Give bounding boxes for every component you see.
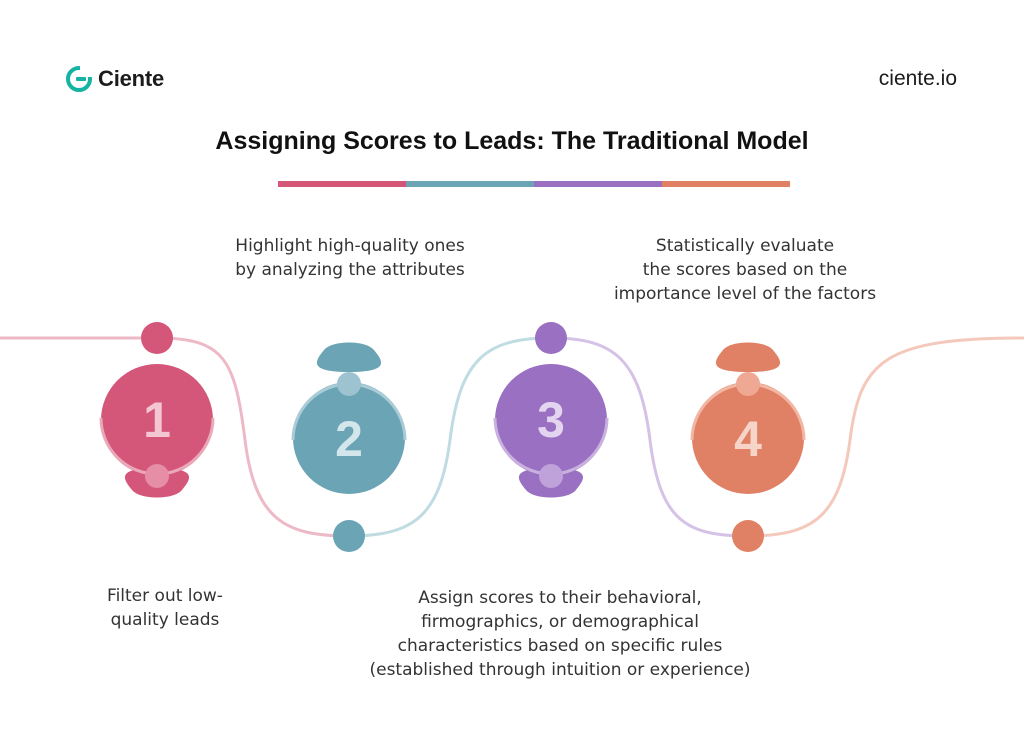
- step-3-badge: [493, 322, 609, 498]
- underline-segment-pink: [278, 181, 406, 187]
- logo-text: Ciente: [98, 66, 165, 91]
- step-2-number: 2: [335, 411, 363, 467]
- page-title: Assigning Scores to Leads: The Tradition…: [215, 127, 809, 155]
- ciente-logo-icon: [66, 66, 92, 92]
- step-3-number: 3: [537, 392, 565, 448]
- logo: Ciente: [66, 66, 164, 92]
- underline-segment-teal: [406, 181, 534, 187]
- step-4-caption: Statistically evaluate the scores based …: [613, 236, 877, 304]
- step-1-caption: Filter out low- quality leads: [107, 586, 223, 630]
- step-1-number: 1: [143, 392, 171, 448]
- step-4-badge: [690, 342, 806, 552]
- step-4-number: 4: [734, 411, 762, 467]
- underline-segment-purple: [534, 181, 662, 187]
- connector-path: [0, 336, 1024, 538]
- step-2-caption: Highlight high-quality ones by analyzing…: [235, 236, 465, 280]
- step-3-caption: Assign scores to their behavioral, firmo…: [369, 588, 751, 680]
- step-2-badge: [291, 342, 407, 552]
- title-underline: [278, 181, 790, 187]
- underline-segment-orange: [662, 181, 790, 187]
- step-1-badge: [99, 322, 215, 498]
- site-url[interactable]: ciente.io: [878, 67, 957, 90]
